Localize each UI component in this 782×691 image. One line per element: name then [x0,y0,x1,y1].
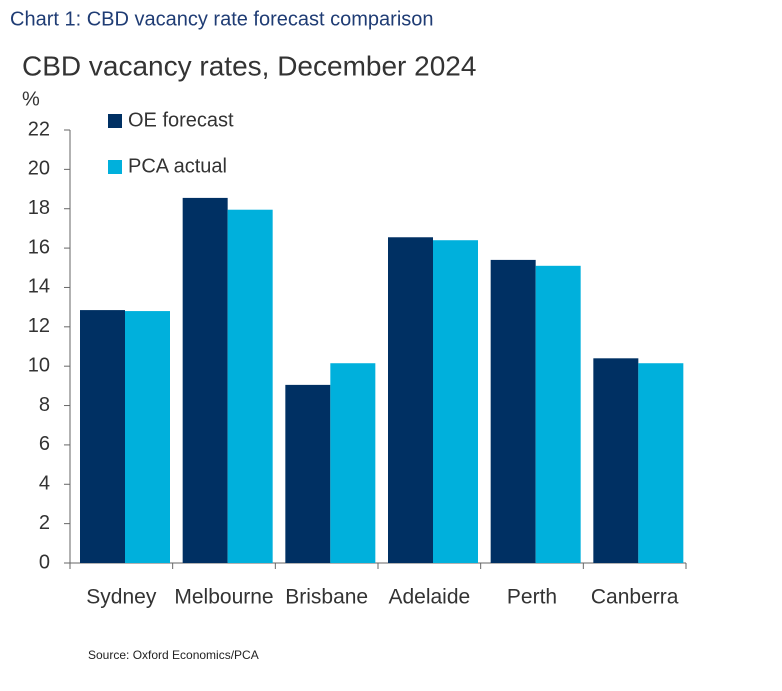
y-tick-label: 18 [28,197,50,219]
page-header: Chart 1: CBD vacancy rate forecast compa… [10,8,434,30]
x-tick-label: Perth [507,586,557,609]
y-tick-label: 0 [39,551,50,573]
legend-label: OE forecast [128,109,234,131]
x-tick-label: Brisbane [285,586,368,609]
y-tick-label: 12 [28,315,50,337]
bar [330,363,376,563]
bar [125,311,170,563]
y-tick-label: 2 [39,512,50,534]
bar [535,265,581,563]
bar [80,310,125,563]
y-axis-label: % [22,88,40,110]
y-tick-label: 22 [28,118,50,140]
bar [388,237,433,563]
legend-swatch [108,114,122,128]
x-tick-label: Melbourne [174,586,273,609]
x-tick-label: Adelaide [388,586,470,609]
x-tick-label: Canberra [591,586,679,609]
bar [593,358,639,563]
legend-swatch [108,160,122,174]
bar [227,209,273,563]
bar [638,363,684,563]
y-tick-label: 4 [39,473,50,495]
chart-title: CBD vacancy rates, December 2024 [22,50,476,81]
x-tick-label: Sydney [86,586,157,609]
y-tick-label: 8 [39,394,50,416]
bar [490,259,536,563]
y-tick-label: 14 [28,276,50,298]
y-tick-label: 20 [28,158,50,180]
legend-label: PCA actual [128,155,227,177]
source-note: Source: Oxford Economics/PCA [88,648,259,662]
bar [433,240,478,563]
y-tick-label: 10 [28,354,50,376]
y-tick-label: 16 [28,236,50,258]
bar [285,384,331,563]
y-tick-label: 6 [39,433,50,455]
bar [182,197,228,563]
